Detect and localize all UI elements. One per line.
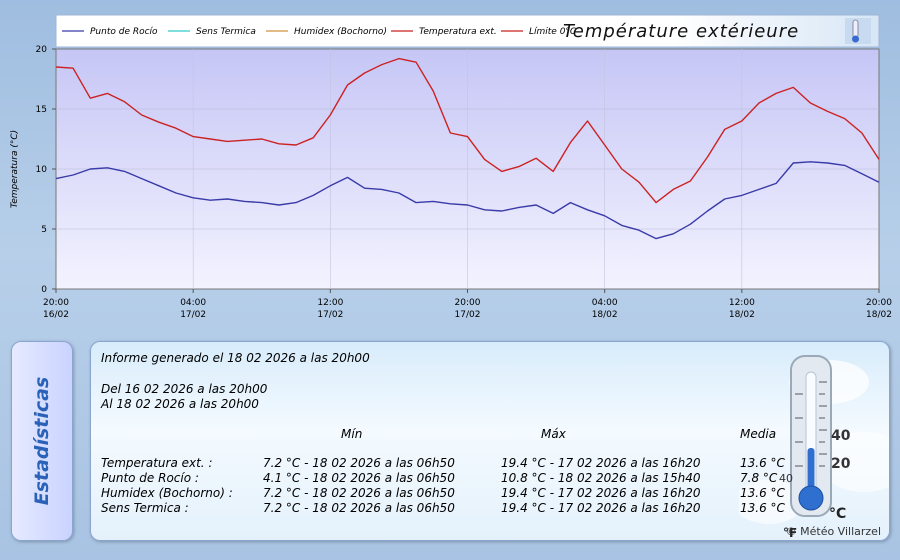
row-max: 19.4 °C - 17 02 2026 a las 16h20	[501, 456, 701, 470]
legend-box	[55, 14, 880, 48]
statistics-panel: 40 20 40 °C °F Informe generado el 18 02…	[90, 341, 890, 541]
credit-text: © Météo Villarzel	[785, 525, 881, 538]
row-avg: 13.6 °C	[740, 456, 785, 470]
y-tick-label: 5	[41, 225, 47, 235]
legend-label: Temperatura ext.	[419, 27, 497, 37]
x-tick-time: 04:00	[180, 298, 206, 308]
svg-text:°F: °F	[783, 526, 797, 540]
statistics-tab-label: Estadísticas	[31, 376, 53, 506]
x-tick-date: 17/02	[180, 310, 206, 320]
y-tick-label: 10	[36, 165, 48, 175]
x-tick-date: 18/02	[592, 310, 618, 320]
row-label: Humidex (Bochorno) :	[101, 486, 233, 500]
row-max: 19.4 °C - 17 02 2026 a las 16h20	[501, 501, 701, 515]
row-min: 7.2 °C - 18 02 2026 a las 06h50	[263, 456, 455, 470]
gridlines	[56, 49, 879, 289]
x-tick-date: 16/02	[43, 310, 69, 320]
x-tick-time: 12:00	[317, 298, 343, 308]
x-tick-time: 12:00	[729, 298, 755, 308]
chart-title: Température extérieure	[563, 21, 799, 42]
thermometer-illustration: 40 20 40 °C °F	[739, 355, 889, 540]
row-min: 7.2 °C - 18 02 2026 a las 06h50	[263, 501, 455, 515]
period-from: Del 16 02 2026 a las 20h00	[101, 382, 268, 396]
series-line-punto-de-roc-o	[55, 161, 880, 240]
statistics-tab[interactable]: Estadísticas	[11, 341, 73, 541]
row-min: 7.2 °C - 18 02 2026 a las 06h50	[263, 486, 455, 500]
row-avg: 13.6 °C	[740, 486, 785, 500]
x-axis: 20:00 16/02 04:00 17/02 12:00 17/02 20:00 17/02…	[43, 289, 892, 320]
y-tick-label: 0	[41, 285, 47, 295]
x-tick-date: 17/02	[317, 310, 343, 320]
legend-label: Límite 0°C	[529, 27, 577, 37]
row-avg: 7.8 °C	[740, 471, 778, 485]
svg-text:40: 40	[831, 428, 851, 444]
x-tick-time: 04:00	[592, 298, 618, 308]
column-avg-header: Media	[740, 427, 777, 441]
temperature-chart: 0 5 10 15 20 Temperatura (°C) 20:00 16/02 04:0…	[10, 14, 892, 320]
x-tick-date: 17/02	[455, 310, 481, 320]
report-generated: Informe generado el 18 02 2026 a las 20h…	[101, 351, 370, 365]
x-tick-time: 20:00	[43, 298, 69, 308]
thermometer-icon	[845, 18, 871, 44]
svg-text:20: 20	[831, 456, 851, 472]
x-tick-date: 18/02	[729, 310, 755, 320]
x-tick-time: 20:00	[455, 298, 481, 308]
row-max: 19.4 °C - 17 02 2026 a las 16h20	[501, 486, 701, 500]
legend-label: Humidex (Bochorno)	[294, 27, 387, 37]
period-to: Al 18 02 2026 a las 20h00	[101, 397, 259, 411]
row-label: Temperatura ext. :	[101, 456, 213, 470]
legend-label: Sens Termica	[196, 27, 256, 37]
legend-label: Punto de Rocío	[90, 27, 158, 37]
column-max-header: Máx	[541, 427, 566, 441]
row-label: Punto de Rocío :	[101, 471, 199, 485]
row-max: 10.8 °C - 18 02 2026 a las 15h40	[501, 471, 701, 485]
series-line-temperatura-ext-	[55, 57, 880, 204]
legend-items: Punto de Rocío Sens Termica Humidex (Bocho…	[62, 27, 577, 37]
y-axis-label: Temperatura (°C)	[10, 130, 20, 208]
row-avg: 13.6 °C	[740, 501, 785, 515]
row-label: Sens Termica :	[101, 501, 189, 515]
column-min-header: Mín	[341, 427, 363, 441]
x-tick-time: 20:00	[866, 298, 892, 308]
svg-text:°C: °C	[829, 506, 846, 522]
y-tick-label: 20	[36, 45, 48, 55]
series-lines	[55, 57, 880, 240]
legend: Punto de Rocío Sens Termica Humidex (Bocho…	[55, 14, 880, 48]
row-min: 4.1 °C - 18 02 2026 a las 06h50	[263, 471, 455, 485]
y-axis: 0 5 10 15 20	[36, 45, 56, 295]
y-tick-label: 15	[36, 105, 47, 115]
x-tick-date: 18/02	[866, 310, 892, 320]
svg-text:40: 40	[779, 472, 793, 485]
